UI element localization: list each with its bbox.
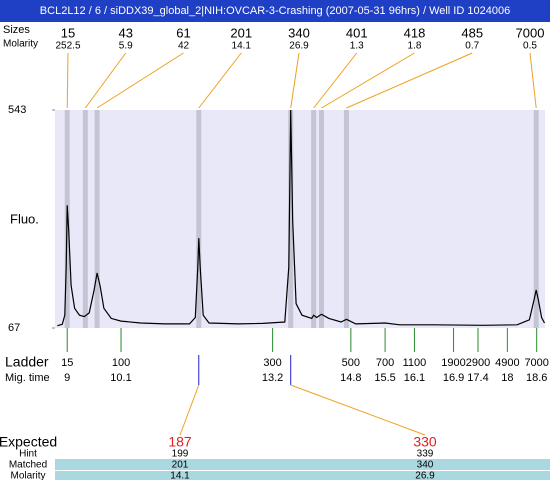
ladder-size: 2900 <box>466 357 490 369</box>
peak-size: 15 <box>61 25 75 40</box>
peak-molarity: 0.5 <box>523 41 537 52</box>
peak-band <box>319 110 325 328</box>
plot-area <box>55 110 545 328</box>
peak-size: 61 <box>176 25 190 40</box>
peak-leader <box>290 52 300 109</box>
ladder-mig-time: 18.6 <box>526 372 547 384</box>
row-label: Hint <box>19 449 37 460</box>
y-tick-label: 543 <box>8 104 26 116</box>
ladder-mig-time: 17.4 <box>467 372 488 384</box>
peak-leader <box>96 52 184 109</box>
row-label: Matched <box>9 460 47 471</box>
expected-matched: 201 <box>172 460 189 471</box>
peak-band <box>94 110 100 328</box>
ladder-size: 4900 <box>495 357 519 369</box>
peak-leader <box>529 52 537 109</box>
expected-molarity: 14.1 <box>170 471 190 480</box>
peak-leader <box>84 52 127 109</box>
fluorescence-trace <box>57 109 546 327</box>
ladder-mig-time: 10.1 <box>110 372 131 384</box>
ladder-mig-time: 18 <box>501 372 513 384</box>
y-tick-label: 67 <box>8 322 20 334</box>
peak-size: 340 <box>288 25 310 40</box>
ladder-mig-time: 13.2 <box>262 372 283 384</box>
peak-molarity: 42 <box>178 41 190 52</box>
ladder-label: Ladder <box>5 354 49 370</box>
peak-band <box>196 110 202 328</box>
peak-molarity: 1.3 <box>350 41 364 52</box>
peak-size: 418 <box>404 25 426 40</box>
peak-size: 201 <box>230 25 252 40</box>
peak-sizes-label: Sizes <box>3 24 30 36</box>
peak-leader <box>346 52 473 109</box>
peak-molarity: 252.5 <box>55 41 80 52</box>
ladder-mig-time: 16.1 <box>404 372 425 384</box>
ladder-mig-time: 9 <box>64 372 70 384</box>
expected-hint: 199 <box>172 449 189 460</box>
peak-band <box>343 110 349 328</box>
peak-band <box>533 110 539 328</box>
expected-hint: 339 <box>417 449 434 460</box>
peak-molarity: 0.7 <box>465 41 479 52</box>
ladder-size: 500 <box>342 357 360 369</box>
peak-band <box>82 110 88 328</box>
matched-band <box>55 459 550 470</box>
peak-leader <box>321 52 415 109</box>
ladder-mig-time: 16.9 <box>443 372 464 384</box>
ladder-size: 300 <box>263 357 281 369</box>
matched-leader <box>179 384 200 436</box>
row-label: Expected <box>0 434 57 450</box>
peak-leader <box>313 52 358 109</box>
ladder-size: 15 <box>61 357 73 369</box>
peak-molarity: 26.9 <box>289 41 309 52</box>
ladder-size: 100 <box>112 357 130 369</box>
ladder-size: 700 <box>376 357 394 369</box>
peak-molarity: 14.1 <box>232 41 252 52</box>
expected-molarity: 26.9 <box>415 471 435 480</box>
peak-molarity: 1.8 <box>408 41 422 52</box>
title-bar <box>0 0 550 22</box>
matched-leader <box>290 384 426 436</box>
ladder-mig-time: 15.5 <box>374 372 395 384</box>
peak-size: 401 <box>346 25 368 40</box>
y-axis-label: Fluo. <box>10 211 39 226</box>
row-label: Molarity <box>10 471 45 480</box>
peak-band <box>311 110 317 328</box>
peak-band <box>288 110 294 328</box>
peak-size: 485 <box>461 25 483 40</box>
expected-expected: 187 <box>168 434 192 450</box>
molarity-band <box>55 471 550 480</box>
peak-molarity: 5.9 <box>119 41 133 52</box>
expected-matched: 340 <box>417 460 434 471</box>
ladder-mig-time: 14.8 <box>340 372 361 384</box>
peak-molarity-label: Molarity <box>3 39 38 50</box>
peak-leader <box>198 52 242 109</box>
mig-time-label: Mig. time <box>5 372 50 384</box>
peak-size: 7000 <box>516 25 545 40</box>
ladder-size: 7000 <box>524 357 548 369</box>
title: BCL2L12 / 6 / siDDX39_global_2|NIH:OVCAR… <box>40 5 510 17</box>
peak-leader <box>66 52 69 109</box>
peak-size: 43 <box>119 25 133 40</box>
expected-expected: 330 <box>413 434 437 450</box>
ladder-size: 1100 <box>403 357 427 369</box>
ladder-size: 1900 <box>441 357 465 369</box>
